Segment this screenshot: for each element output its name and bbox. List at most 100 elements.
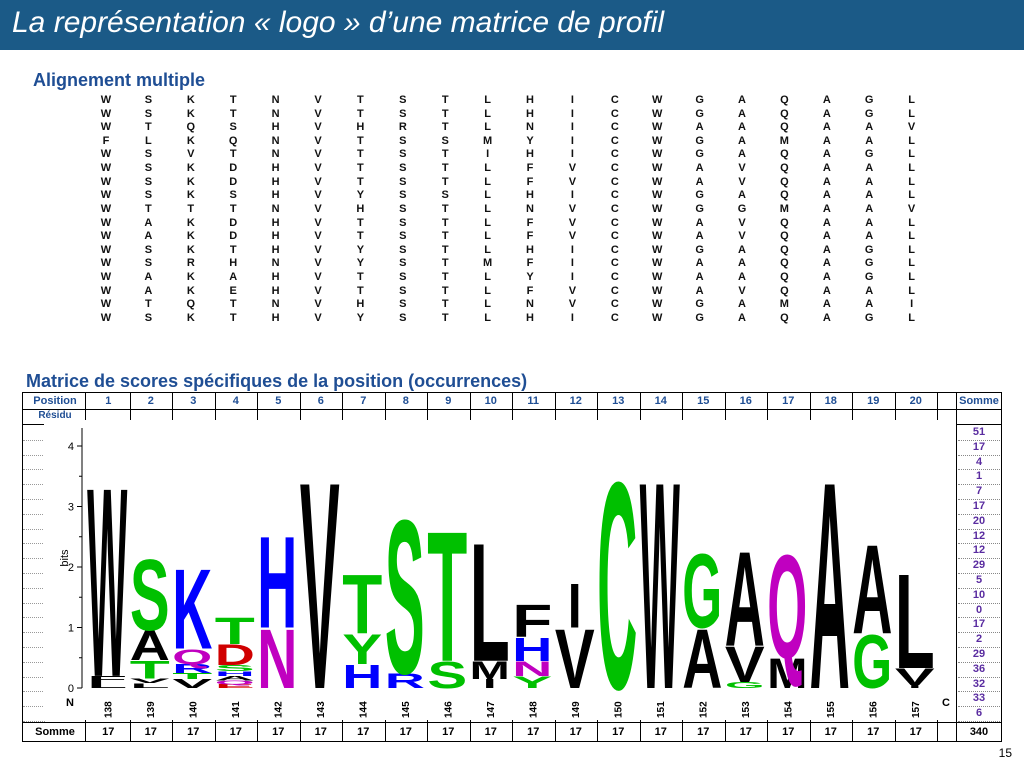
alignment-residue: Y xyxy=(526,134,534,147)
alignment-residue: A xyxy=(738,107,746,120)
alignment-residue: W xyxy=(651,121,663,134)
alignment-residue: L xyxy=(145,134,152,147)
x-position-label: 146 xyxy=(443,701,454,718)
logo-letter-f: F xyxy=(512,596,552,648)
alignment-residue: L xyxy=(908,175,915,188)
alignment-residue: L xyxy=(908,311,915,324)
alignment-residue: W xyxy=(651,162,663,175)
alignment-residue: E xyxy=(229,284,237,297)
position-number: 19 xyxy=(867,395,880,407)
alignment-residue: Q xyxy=(780,107,789,120)
alignment-residue: A xyxy=(865,202,874,215)
alignment-residue: S xyxy=(229,121,237,134)
alignment-residue: H xyxy=(526,148,534,161)
column-sum: 17 xyxy=(867,726,880,738)
logo-letter-t: T xyxy=(130,655,170,684)
y-tick-label: 1 xyxy=(68,623,74,635)
alignment-residue: V xyxy=(314,230,322,243)
alignment-residue: Q xyxy=(780,271,789,284)
position-number: 7 xyxy=(360,395,367,407)
alignment-residue: A xyxy=(865,134,874,147)
alignment-residue: D xyxy=(229,230,238,243)
logo-letter-n: N xyxy=(512,657,552,681)
slide-title: La représentation « logo » d’une matrice… xyxy=(12,6,665,39)
alignment-residue: N xyxy=(526,121,534,134)
alignment-residue: G xyxy=(864,243,874,256)
alignment-residue: L xyxy=(484,121,491,134)
alignment-residue: A xyxy=(738,243,746,256)
alignment-residue: A xyxy=(865,298,874,311)
alignment-residue: C xyxy=(610,162,619,175)
alignment-residue: S xyxy=(229,189,237,202)
alignment-residue: T xyxy=(145,202,152,215)
alignment-heading: Alignement multiple xyxy=(33,70,206,90)
alignment-residue: T xyxy=(357,107,364,120)
alignment-residue: V xyxy=(314,311,322,324)
alignment-residue: C xyxy=(610,216,619,229)
logo-letter-c: C xyxy=(597,421,637,720)
alignment-residue: H xyxy=(526,94,534,106)
alignment-residue: N xyxy=(271,298,280,311)
alignment-residue: V xyxy=(738,175,746,188)
alignment-residue: M xyxy=(779,298,789,311)
alignment-residue: W xyxy=(100,189,112,202)
alignment-residue: S xyxy=(399,134,407,147)
alignment-residue: H xyxy=(271,284,280,297)
alignment-residue: F xyxy=(526,216,534,229)
alignment-residue: W xyxy=(651,175,663,188)
alignment-residue: T xyxy=(357,134,364,147)
column-sum: 17 xyxy=(697,726,710,738)
alignment-residue: V xyxy=(314,202,322,215)
alignment-residue: A xyxy=(865,162,874,175)
alignment-residue: C xyxy=(610,271,619,284)
column-sum: 17 xyxy=(442,726,455,738)
alignment-residue: T xyxy=(229,311,237,324)
alignment-residue: A xyxy=(822,175,831,188)
alignment-residue: T xyxy=(441,121,449,134)
alignment-residue: F xyxy=(526,162,534,175)
alignment-residue: G xyxy=(695,298,704,311)
alignment-residue: A xyxy=(822,121,831,134)
alignment-residue: T xyxy=(441,243,449,256)
alignment-residue: V xyxy=(314,216,322,229)
alignment-residue: W xyxy=(651,189,663,202)
alignment-residue: W xyxy=(100,271,112,284)
alignment-residue: G xyxy=(864,257,874,270)
alignment-residue: S xyxy=(144,189,153,202)
logo-letter-y: Y xyxy=(512,673,552,692)
alignment-residue: S xyxy=(399,94,407,106)
alignment-residue: A xyxy=(695,216,704,229)
alignment-residue: V xyxy=(314,162,322,175)
alignment-residue: Q xyxy=(780,230,789,243)
alignment-residue: A xyxy=(738,134,746,147)
row-sum: 12 xyxy=(972,529,986,542)
x-position-label: 142 xyxy=(273,701,284,718)
alignment-residue: W xyxy=(100,162,112,175)
alignment-residue: T xyxy=(229,202,237,215)
alignment-residue: S xyxy=(441,189,449,202)
logo-letter-q: Q xyxy=(172,645,212,668)
alignment-residue: C xyxy=(610,189,619,202)
alignment-residue: A xyxy=(822,216,831,229)
logo-letter-d: D xyxy=(215,639,255,672)
logo-letter-a: A xyxy=(682,612,722,707)
alignment-residue: A xyxy=(822,94,831,106)
alignment-residue: L xyxy=(908,134,915,147)
logo-letter-q: Q xyxy=(215,680,255,686)
alignment-residue: A xyxy=(695,230,704,243)
logo-letter-r: R xyxy=(172,662,212,676)
alignment-residue: M xyxy=(779,134,789,147)
alignment-residue: S xyxy=(399,271,407,284)
alignment-residue: Q xyxy=(780,216,789,229)
alignment-residue: A xyxy=(822,107,831,120)
alignment-residue: A xyxy=(822,284,831,297)
alignment-residue: I xyxy=(570,257,574,270)
logo-letter-n: N xyxy=(257,612,297,707)
alignment-residue: I xyxy=(570,107,574,120)
alignment-residue: T xyxy=(441,202,449,215)
logo-letter-a: A xyxy=(215,675,255,683)
alignment-residue: Q xyxy=(780,175,789,188)
alignment-residue: L xyxy=(908,230,915,243)
alignment-residue: A xyxy=(144,271,153,284)
alignment-residue: K xyxy=(186,243,195,256)
